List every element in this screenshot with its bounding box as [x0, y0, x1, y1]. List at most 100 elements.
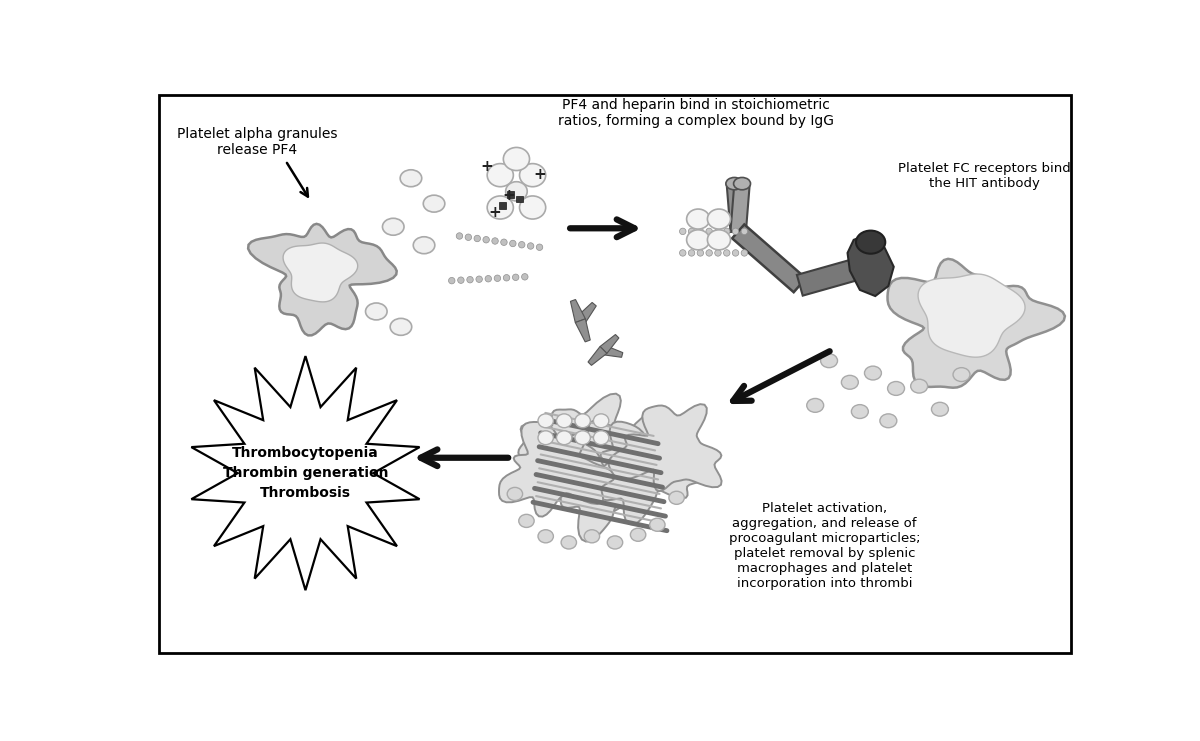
Ellipse shape: [726, 178, 743, 190]
Ellipse shape: [594, 431, 608, 445]
Ellipse shape: [390, 319, 412, 336]
Ellipse shape: [911, 379, 928, 393]
Ellipse shape: [575, 431, 590, 445]
Ellipse shape: [383, 219, 404, 235]
Ellipse shape: [538, 431, 553, 445]
Text: Thrombin generation: Thrombin generation: [223, 466, 389, 480]
Ellipse shape: [487, 196, 514, 219]
FancyArrowPatch shape: [534, 488, 666, 516]
Ellipse shape: [686, 230, 709, 250]
Circle shape: [476, 276, 482, 282]
Ellipse shape: [668, 491, 684, 505]
Ellipse shape: [424, 195, 445, 212]
Ellipse shape: [888, 382, 905, 396]
Bar: [516, 196, 523, 202]
Circle shape: [689, 250, 695, 256]
Ellipse shape: [630, 528, 646, 541]
Ellipse shape: [821, 353, 838, 368]
Circle shape: [679, 250, 686, 256]
Circle shape: [522, 273, 528, 280]
Circle shape: [742, 228, 748, 235]
Polygon shape: [599, 422, 710, 525]
Polygon shape: [600, 334, 619, 353]
Ellipse shape: [733, 178, 750, 190]
Polygon shape: [732, 225, 806, 292]
Ellipse shape: [584, 530, 600, 543]
Polygon shape: [499, 422, 614, 516]
Ellipse shape: [594, 414, 608, 428]
Ellipse shape: [538, 414, 553, 428]
Bar: [499, 202, 506, 209]
Text: Thrombocytopenia: Thrombocytopenia: [232, 446, 379, 460]
Circle shape: [492, 238, 498, 245]
Circle shape: [500, 239, 508, 245]
Circle shape: [724, 250, 730, 256]
Polygon shape: [576, 302, 596, 324]
Ellipse shape: [708, 209, 731, 229]
Circle shape: [494, 275, 500, 282]
FancyArrowPatch shape: [539, 447, 661, 473]
Text: Platelet alpha granules
release PF4: Platelet alpha granules release PF4: [176, 127, 337, 157]
Ellipse shape: [953, 368, 970, 382]
Circle shape: [449, 277, 455, 284]
Ellipse shape: [880, 414, 896, 428]
Circle shape: [467, 276, 473, 283]
Polygon shape: [248, 224, 397, 336]
FancyArrowPatch shape: [541, 454, 658, 479]
Circle shape: [697, 250, 703, 256]
Ellipse shape: [557, 414, 572, 428]
FancyArrowPatch shape: [539, 468, 660, 494]
Text: +: +: [481, 159, 493, 174]
Circle shape: [697, 228, 703, 235]
Polygon shape: [727, 183, 746, 232]
Circle shape: [732, 228, 739, 235]
FancyArrowPatch shape: [536, 496, 662, 523]
Ellipse shape: [708, 230, 731, 250]
Circle shape: [706, 250, 713, 256]
Text: +: +: [503, 188, 515, 204]
FancyArrowPatch shape: [541, 433, 660, 458]
FancyArrowPatch shape: [538, 482, 661, 508]
Bar: [506, 191, 514, 198]
Polygon shape: [191, 356, 420, 590]
Circle shape: [474, 235, 480, 242]
Ellipse shape: [686, 209, 709, 229]
Ellipse shape: [505, 182, 527, 201]
Ellipse shape: [518, 514, 534, 528]
Circle shape: [742, 250, 748, 256]
Circle shape: [527, 243, 534, 249]
Text: PF4 and heparin bind in stoichiometric
ratios, forming a complex bound by IgG: PF4 and heparin bind in stoichiometric r…: [558, 98, 834, 128]
Ellipse shape: [413, 237, 434, 253]
Circle shape: [457, 277, 464, 283]
FancyArrowPatch shape: [545, 413, 654, 436]
Circle shape: [715, 250, 721, 256]
Text: Platelet FC receptors bind
the HIT antibody: Platelet FC receptors bind the HIT antib…: [899, 162, 1070, 190]
Circle shape: [732, 250, 739, 256]
Circle shape: [503, 275, 510, 281]
Ellipse shape: [856, 230, 886, 253]
FancyArrowPatch shape: [538, 461, 662, 487]
Ellipse shape: [503, 147, 529, 170]
Polygon shape: [545, 439, 658, 542]
Ellipse shape: [851, 405, 869, 419]
FancyArrowPatch shape: [536, 474, 664, 502]
Ellipse shape: [607, 536, 623, 549]
Circle shape: [679, 228, 686, 235]
Polygon shape: [602, 345, 623, 357]
Circle shape: [715, 228, 721, 235]
Polygon shape: [588, 347, 607, 365]
Circle shape: [724, 228, 730, 235]
Circle shape: [456, 233, 463, 239]
Ellipse shape: [520, 196, 546, 219]
Ellipse shape: [806, 399, 823, 412]
Text: Platelet activation,
aggregation, and release of
procoagulant microparticles;
pl: Platelet activation, aggregation, and re…: [728, 502, 920, 590]
Polygon shape: [518, 393, 623, 491]
Polygon shape: [570, 299, 586, 322]
Polygon shape: [918, 274, 1025, 357]
Circle shape: [689, 228, 695, 235]
Ellipse shape: [366, 303, 388, 320]
FancyArrowPatch shape: [542, 441, 656, 465]
Ellipse shape: [557, 431, 572, 445]
Ellipse shape: [508, 488, 523, 500]
Ellipse shape: [841, 376, 858, 389]
